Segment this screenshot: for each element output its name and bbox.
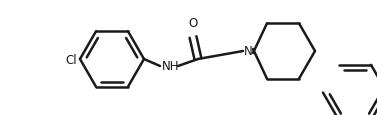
Text: NH: NH <box>162 60 179 73</box>
Text: O: O <box>188 17 198 30</box>
Text: N: N <box>244 45 252 58</box>
Text: Cl: Cl <box>65 53 77 66</box>
